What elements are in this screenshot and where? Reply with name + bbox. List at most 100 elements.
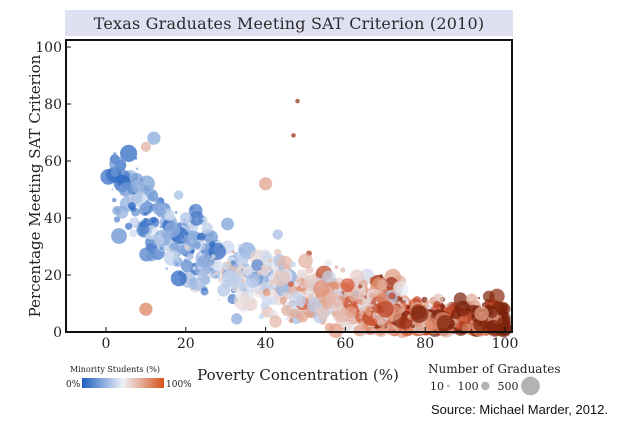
data-point	[296, 310, 309, 323]
data-point	[324, 322, 334, 333]
data-point	[367, 311, 373, 317]
data-point	[274, 248, 282, 256]
data-point	[411, 324, 415, 329]
data-point	[176, 222, 183, 228]
data-point	[279, 296, 287, 305]
data-point	[196, 232, 206, 242]
data-point	[298, 290, 301, 294]
x-axis-label: Poverty Concentration (%)	[197, 366, 399, 384]
data-point	[129, 229, 138, 238]
data-point	[165, 267, 168, 270]
data-point	[334, 265, 339, 270]
data-point	[288, 318, 294, 323]
data-point	[111, 197, 117, 203]
data-point-highlight	[486, 319, 500, 333]
data-point	[331, 310, 335, 314]
data-point	[455, 323, 462, 330]
color-legend-min: 0%	[66, 380, 81, 390]
data-point	[348, 301, 351, 305]
data-point	[200, 287, 209, 296]
data-point	[214, 271, 219, 276]
data-point-highlight	[147, 131, 161, 145]
data-point	[181, 260, 193, 272]
chart-title-bar: Texas Graduates Meeting SAT Criterion (2…	[65, 10, 513, 36]
data-point	[410, 305, 428, 323]
x-tick-label: 80	[416, 336, 434, 352]
data-point	[111, 188, 114, 191]
data-point	[235, 291, 243, 299]
data-point	[432, 300, 441, 309]
data-point	[231, 313, 243, 325]
data-point	[137, 226, 147, 236]
data-point	[300, 284, 305, 289]
size-legend-label: 500	[498, 380, 519, 393]
data-point	[261, 296, 273, 307]
data-point	[397, 300, 401, 305]
data-point	[139, 202, 150, 213]
data-points	[100, 98, 512, 338]
data-point	[135, 167, 139, 171]
data-point	[345, 306, 357, 318]
data-point	[188, 243, 191, 247]
data-point	[248, 292, 255, 299]
data-point	[257, 269, 263, 276]
data-point	[251, 259, 264, 272]
size-legend: 10 100 500	[430, 376, 540, 396]
data-point	[272, 229, 283, 240]
y-axis-ticks: 0 20 40 60 80 100	[35, 40, 71, 341]
data-point	[377, 279, 388, 290]
data-point	[241, 291, 249, 299]
plot-frame	[65, 39, 513, 333]
x-tick-label: 0	[102, 336, 111, 352]
data-point	[325, 292, 343, 309]
data-point	[230, 260, 236, 265]
data-point	[378, 274, 384, 279]
data-point	[112, 152, 117, 157]
data-point	[222, 263, 230, 271]
data-point	[358, 284, 363, 289]
data-point	[241, 278, 245, 283]
data-point	[407, 315, 411, 318]
data-point	[369, 318, 378, 326]
data-point	[237, 280, 247, 289]
data-point	[340, 267, 346, 273]
data-point	[403, 300, 406, 303]
data-point	[356, 298, 363, 305]
data-point	[113, 216, 121, 223]
data-point	[401, 307, 404, 310]
data-point	[294, 282, 299, 288]
data-point	[237, 243, 242, 248]
y-tick-label: 0	[53, 325, 62, 341]
data-point-highlight	[118, 182, 134, 197]
data-point	[321, 270, 336, 285]
data-point	[197, 255, 209, 268]
data-point	[307, 296, 310, 299]
color-legend-title: Minority Students (%)	[70, 365, 160, 374]
data-point	[267, 251, 270, 254]
data-point	[170, 270, 187, 287]
data-point	[288, 281, 294, 288]
data-point	[353, 325, 365, 337]
data-point	[269, 315, 282, 328]
data-point-highlight	[291, 133, 296, 138]
data-point-highlight	[179, 212, 192, 224]
data-point	[209, 241, 216, 247]
data-point	[413, 321, 418, 326]
data-point	[264, 277, 270, 283]
data-point	[277, 276, 280, 280]
data-point	[213, 261, 223, 271]
data-point	[260, 264, 269, 272]
data-point	[393, 281, 409, 297]
data-point	[221, 217, 234, 231]
data-point	[217, 276, 221, 280]
data-point	[406, 305, 411, 310]
data-point-highlight	[298, 253, 313, 269]
data-point	[466, 293, 478, 305]
data-point	[268, 279, 275, 285]
data-point	[286, 317, 289, 321]
data-point	[324, 259, 333, 268]
size-legend-circle	[521, 376, 540, 396]
data-point	[183, 258, 189, 264]
data-point	[333, 317, 337, 320]
x-tick-label: 60	[336, 336, 354, 352]
